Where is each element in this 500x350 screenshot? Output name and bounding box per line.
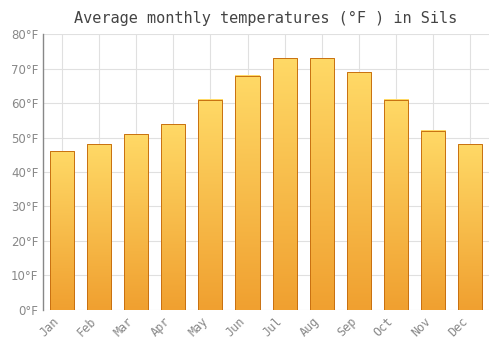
Bar xyxy=(458,145,482,310)
Bar xyxy=(272,58,296,310)
Bar xyxy=(236,76,260,310)
Bar xyxy=(384,100,408,310)
Bar xyxy=(347,72,371,310)
Bar xyxy=(310,58,334,310)
Bar xyxy=(161,124,186,310)
Bar xyxy=(421,131,446,310)
Bar xyxy=(87,145,111,310)
Bar xyxy=(198,100,222,310)
Title: Average monthly temperatures (°F ) in Sils: Average monthly temperatures (°F ) in Si… xyxy=(74,11,458,26)
Bar xyxy=(50,151,74,310)
Bar xyxy=(124,134,148,310)
